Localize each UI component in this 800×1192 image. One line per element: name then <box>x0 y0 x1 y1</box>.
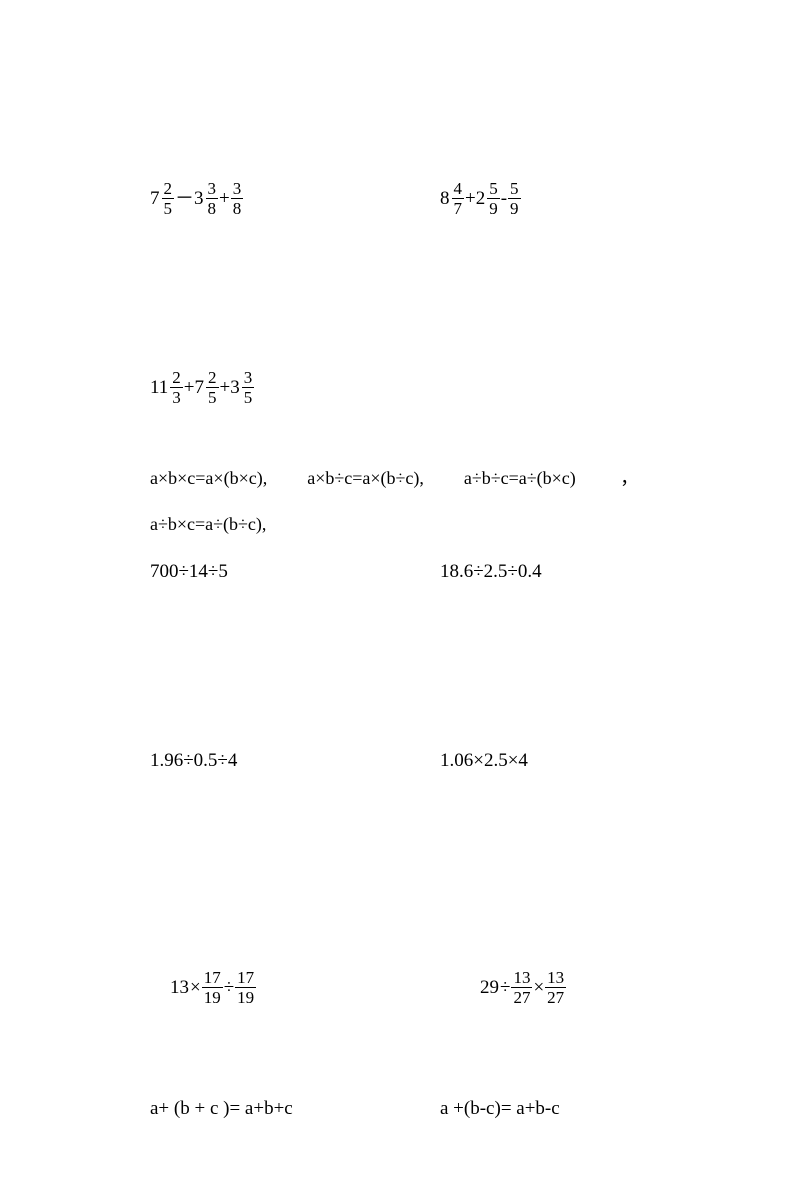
identity-comma: ， <box>620 468 638 488</box>
row-1-left: 7 25 － 3 38 + 38 <box>150 180 440 217</box>
row-5-left: 13 × 1719 ÷ 1719 <box>150 969 460 1006</box>
expr-2-left: 11 23 + 7 25 + 3 35 <box>150 369 255 406</box>
expr-3-left: 700÷14÷5 <box>150 561 228 582</box>
fraction: 25 <box>162 180 175 217</box>
row-6-left: a+ (b + c )= a+b+c <box>150 1098 440 1120</box>
fraction: 38 <box>231 180 244 217</box>
row-5-right: 29 ÷ 1327 × 1327 <box>460 969 650 1006</box>
fraction: 35 <box>242 369 255 406</box>
fraction: 59 <box>487 180 500 217</box>
op: － <box>175 189 194 208</box>
fraction: 25 <box>206 369 219 406</box>
row-3-right: 18.6÷2.5÷0.4 <box>440 561 650 583</box>
expr-1-left: 7 25 － 3 38 + 38 <box>150 180 244 217</box>
expr-4-left: 1.96÷0.5÷4 <box>150 750 237 771</box>
expr-5-left: 13 × 1719 ÷ 1719 <box>170 969 257 1006</box>
op: - <box>501 189 507 208</box>
row-1-right: 8 47 + 2 59 - 59 <box>440 180 650 217</box>
row-4-right: 1.06×2.5×4 <box>440 750 650 772</box>
whole: 3 <box>194 189 204 208</box>
fraction: 1719 <box>202 969 223 1006</box>
op: + <box>465 189 476 208</box>
whole: 7 <box>150 189 160 208</box>
row-1: 7 25 － 3 38 + 38 8 47 + 2 59 - 59 <box>150 180 650 217</box>
op: + <box>220 378 231 397</box>
row-6: a+ (b + c )= a+b+c a +(b-c)= a+b-c <box>150 1098 650 1120</box>
fraction: 1719 <box>235 969 256 1006</box>
expr-3-right: 18.6÷2.5÷0.4 <box>440 561 542 582</box>
op: + <box>219 189 230 208</box>
expr-6-left: a+ (b + c )= a+b+c <box>150 1098 293 1119</box>
op: × <box>533 978 544 997</box>
row-3: 700÷14÷5 18.6÷2.5÷0.4 <box>150 561 650 583</box>
identity-1: a×b×c=a×(b×c), <box>150 468 267 490</box>
identities-row-2: a÷b×c=a÷(b÷c), <box>150 514 650 536</box>
identities-block: a×b×c=a×(b×c), a×b÷c=a×(b÷c), a÷b÷c=a÷(b… <box>150 468 650 535</box>
identities-row-1: a×b×c=a×(b×c), a×b÷c=a×(b÷c), a÷b÷c=a÷(b… <box>150 468 650 490</box>
identity-4: a÷b×c=a÷(b÷c), <box>150 514 266 534</box>
row-6-right: a +(b-c)= a+b-c <box>440 1098 650 1120</box>
op: ÷ <box>500 978 510 997</box>
whole: 3 <box>230 378 240 397</box>
whole: 29 <box>480 978 499 997</box>
expr-1-right: 8 47 + 2 59 - 59 <box>440 180 522 217</box>
whole: 11 <box>150 378 168 397</box>
identity-2: a×b÷c=a×(b÷c), <box>307 468 424 490</box>
row-5: 13 × 1719 ÷ 1719 29 ÷ 1327 × 1327 <box>150 969 650 1006</box>
op: × <box>190 978 201 997</box>
fraction: 47 <box>452 180 465 217</box>
expr-5-right: 29 ÷ 1327 × 1327 <box>480 969 567 1006</box>
whole: 13 <box>170 978 189 997</box>
fraction: 1327 <box>511 969 532 1006</box>
row-4-left: 1.96÷0.5÷4 <box>150 750 440 772</box>
row-2-left: 11 23 + 7 25 + 3 35 <box>150 369 650 406</box>
identity-3-wrap: a÷b÷c=a÷(b×c) ， <box>464 468 638 490</box>
fraction: 38 <box>206 180 219 217</box>
op: ÷ <box>224 978 234 997</box>
identity-3: a÷b÷c=a÷(b×c) <box>464 468 576 488</box>
fraction: 23 <box>170 369 183 406</box>
whole: 7 <box>195 378 205 397</box>
fraction: 59 <box>508 180 521 217</box>
row-2: 11 23 + 7 25 + 3 35 <box>150 369 650 406</box>
fraction: 1327 <box>545 969 566 1006</box>
expr-4-right: 1.06×2.5×4 <box>440 750 528 771</box>
row-3-left: 700÷14÷5 <box>150 561 440 583</box>
op: + <box>184 378 195 397</box>
whole: 8 <box>440 189 450 208</box>
whole: 2 <box>476 189 486 208</box>
expr-6-right: a +(b-c)= a+b-c <box>440 1098 560 1119</box>
row-4: 1.96÷0.5÷4 1.06×2.5×4 <box>150 750 650 772</box>
